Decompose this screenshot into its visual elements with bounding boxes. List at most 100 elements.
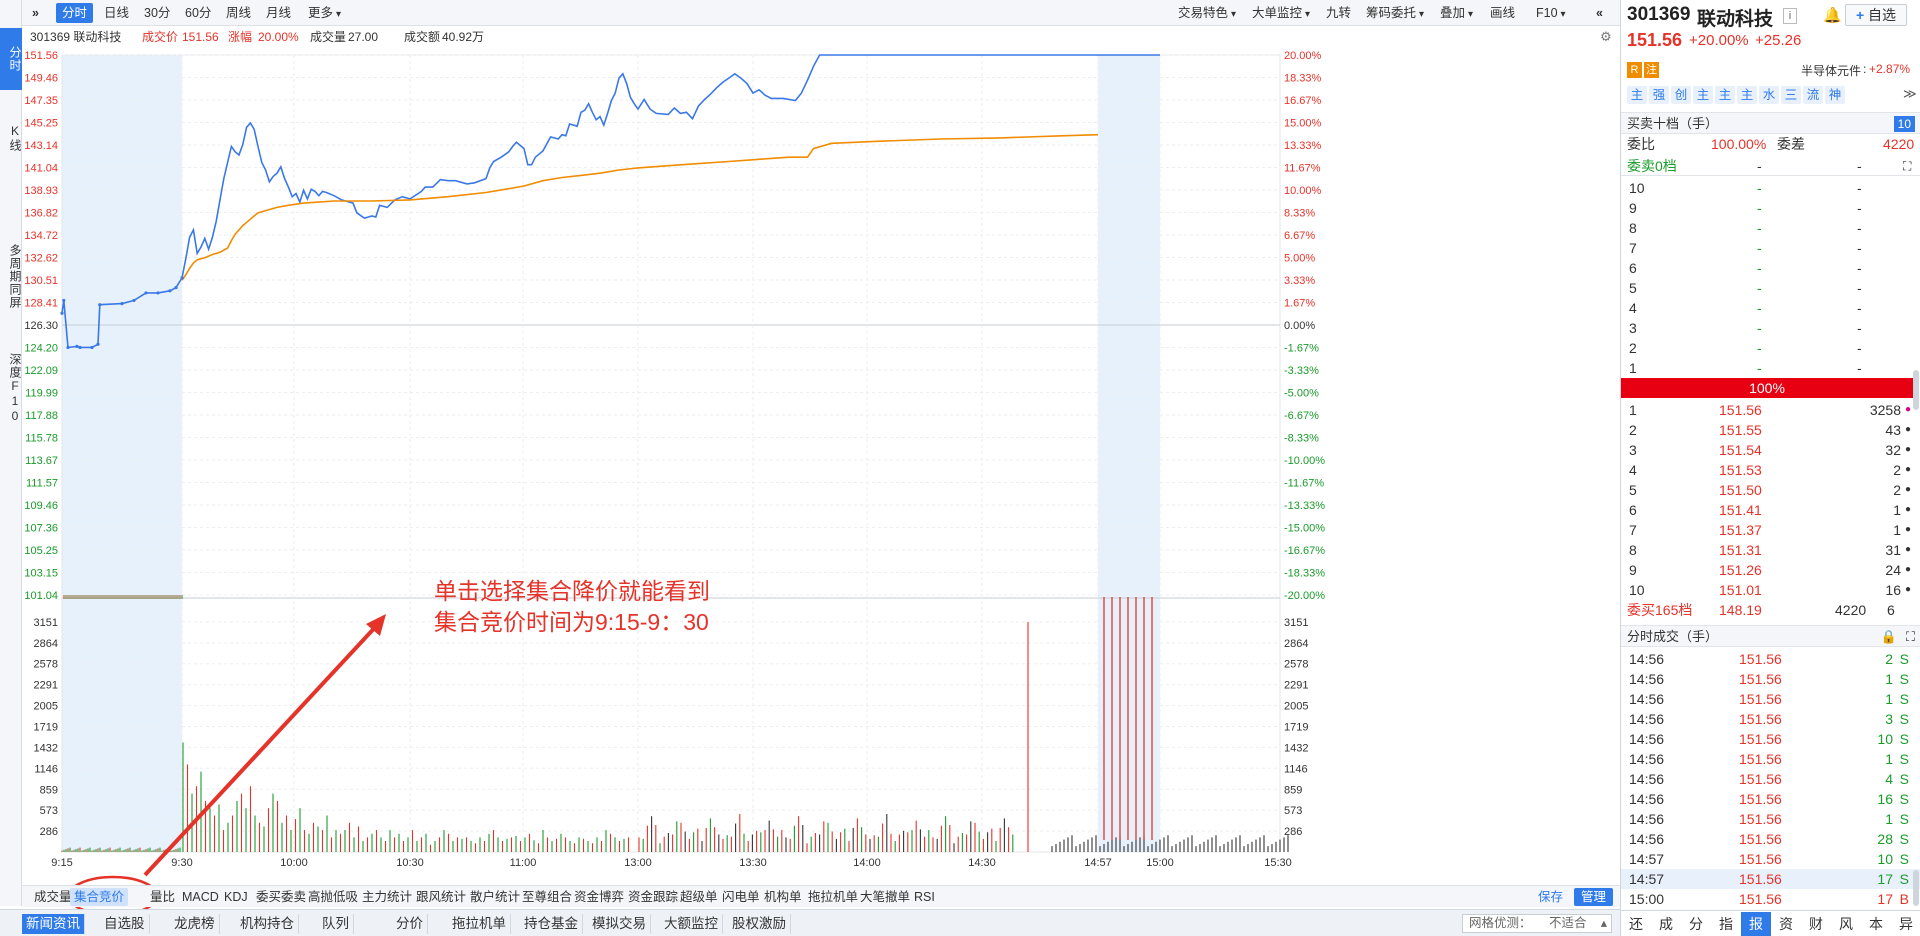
func-tab-4[interactable]: 报 (1741, 912, 1771, 936)
news-tab-5[interactable]: 分价 (392, 914, 428, 934)
trades-fullscreen-icon[interactable]: ⛶ (1905, 629, 1915, 644)
news-tab-6[interactable]: 拖拉机单 (448, 914, 511, 934)
func-tab-2[interactable]: 分 (1689, 916, 1703, 932)
feature-icon-8[interactable]: 流 (1803, 86, 1823, 104)
fullscreen-icon[interactable]: ⛶ (1903, 159, 1912, 173)
func-tab-0[interactable]: 还 (1629, 916, 1643, 932)
news-tab-4[interactable]: 队列 (318, 914, 354, 934)
chart-settings-gear-icon[interactable]: ⚙ (1600, 29, 1612, 44)
feature-icon-3[interactable]: 主 (1693, 86, 1713, 104)
indicator-tab-1[interactable]: 集合竞价 (70, 888, 129, 906)
feature-icon-2[interactable]: 创 (1671, 86, 1691, 104)
period-60m[interactable]: 60分 (185, 6, 212, 20)
news-tab-7[interactable]: 持仓基金 (520, 914, 583, 934)
indicator-tab-11[interactable]: 资金博弈 (574, 890, 625, 904)
indicator-tab-17[interactable]: 大笔撤单 (860, 890, 911, 904)
news-tab-3[interactable]: 机构持仓 (236, 914, 299, 934)
y-left-tick: 143.14 (24, 140, 58, 152)
draw-line-button[interactable]: 画线 (1490, 6, 1516, 20)
manage-button[interactable]: 管理 (1574, 888, 1614, 906)
vtab-f10[interactable]: 深度F10 (8, 352, 22, 424)
news-tab-9[interactable]: 大额监控 (660, 914, 723, 934)
trade-feature-dropdown[interactable]: 交易特色 (1172, 3, 1242, 23)
price-line (61, 54, 1160, 349)
info-icon[interactable]: i (1783, 8, 1797, 24)
trades-scrollbar[interactable] (1913, 870, 1919, 906)
indicator-tab-5[interactable]: 委买委卖 (256, 890, 307, 904)
depth-badge[interactable]: 10 (1893, 116, 1915, 132)
y-left-tick: 128.41 (24, 298, 58, 310)
indicator-tab-12[interactable]: 资金跟踪 (628, 890, 679, 904)
period-intraday[interactable]: 分时 (56, 3, 94, 23)
indicator-tab-4[interactable]: KDJ (224, 890, 248, 904)
indicator-tab-6[interactable]: 高抛低吸 (308, 890, 359, 904)
indicator-tab-7[interactable]: 主力统计 (362, 890, 413, 904)
lock-icon[interactable]: 🔒 (1880, 629, 1897, 644)
expand-icon[interactable]: » (32, 6, 39, 20)
x-tick: 14:00 (853, 857, 881, 869)
feature-icon-0[interactable]: 主 (1627, 86, 1647, 104)
vtab-intraday[interactable]: 分时 (0, 28, 22, 90)
bid-vol: 2 (1893, 482, 1901, 498)
annotation-line-2: 集合竞价时间为9:15-9：30 (434, 609, 709, 635)
big-order-monitor-dropdown[interactable]: 大单监控 (1246, 3, 1316, 23)
period-monthly[interactable]: 月线 (266, 6, 292, 20)
feature-icon-6[interactable]: 水 (1759, 86, 1779, 104)
bid-level: 4 (1629, 462, 1637, 478)
trade-side: S (1899, 731, 1909, 747)
func-tab-5[interactable]: 资 (1779, 916, 1793, 932)
func-tab-3[interactable]: 指 (1719, 916, 1733, 932)
func-tab-6[interactable]: 财 (1809, 916, 1823, 932)
period-weekly[interactable]: 周线 (226, 6, 252, 20)
y-right-tick: 10.00% (1284, 185, 1322, 197)
nine-turn-button[interactable]: 九转 (1326, 6, 1352, 20)
orderbook-scrollbar[interactable] (1913, 370, 1919, 410)
expand-features-icon[interactable]: ≫ (1903, 86, 1917, 101)
feature-icon-9[interactable]: 神 (1825, 86, 1845, 104)
func-tab-9[interactable]: 异 (1899, 916, 1913, 932)
intraday-chart[interactable]: 151.56 20.00% 149.46 18.33% 147.35 16.67% 145.… (22, 48, 1620, 884)
indicator-tab-8[interactable]: 跟风统计 (416, 890, 467, 904)
add-watchlist-button[interactable]: + 自选 (1845, 4, 1907, 26)
save-button[interactable]: 保存 (1538, 890, 1564, 904)
auction-point (120, 302, 124, 306)
vtab-multi-period[interactable]: 多周期同屏 (8, 243, 22, 309)
news-tab-2[interactable]: 龙虎榜 (170, 914, 220, 934)
indicator-tab-10[interactable]: 至尊组合 (522, 890, 573, 904)
period-daily[interactable]: 日线 (104, 6, 130, 20)
news-tab-8[interactable]: 模拟交易 (588, 914, 651, 934)
y-right-tick: 3.33% (1284, 275, 1315, 287)
overlay-dropdown[interactable]: 叠加 (1434, 3, 1479, 23)
news-tab-1[interactable]: 自选股 (100, 914, 150, 934)
grid-option-field[interactable]: 网格优测： 不适合 ▴ (1462, 914, 1612, 933)
chip-order-dropdown[interactable]: 筹码委托 (1360, 3, 1430, 23)
ask-price: - (1757, 360, 1762, 376)
collapse-icon[interactable]: « (1596, 6, 1603, 20)
vtab-kline[interactable]: K线 (8, 124, 22, 152)
indicator-tab-3[interactable]: MACD (182, 890, 219, 904)
func-tab-1[interactable]: 成 (1659, 916, 1673, 932)
tag-registered: 注 (1644, 62, 1659, 78)
f10-dropdown[interactable]: F10 (1530, 3, 1594, 23)
indicator-tab-0[interactable]: 成交量 (34, 890, 72, 904)
trade-vol: 1 (1885, 751, 1893, 767)
news-tab-0[interactable]: 新闻资讯 (22, 914, 85, 934)
indicator-tab-16[interactable]: 拖拉机单 (808, 890, 859, 904)
func-tab-7[interactable]: 风 (1839, 916, 1853, 932)
indicator-tab-13[interactable]: 超级单 (680, 890, 718, 904)
period-more-dropdown[interactable]: 更多 (302, 3, 347, 23)
feature-icon-1[interactable]: 强 (1649, 86, 1669, 104)
feature-icon-4[interactable]: 主 (1715, 86, 1735, 104)
feature-icon-7[interactable]: 三 (1781, 86, 1801, 104)
news-tab-10[interactable]: 股权激励 (728, 914, 791, 934)
func-tab-8[interactable]: 本 (1869, 916, 1883, 932)
indicator-tab-14[interactable]: 闪电单 (722, 890, 760, 904)
sector-name[interactable]: 半导体元件 (1801, 64, 1862, 78)
bell-icon[interactable]: 🔔 (1823, 7, 1842, 24)
indicator-tab-2[interactable]: 量比 (150, 890, 176, 904)
period-30m[interactable]: 30分 (144, 6, 171, 20)
feature-icon-5[interactable]: 主 (1737, 86, 1757, 104)
indicator-tab-15[interactable]: 机构单 (764, 890, 802, 904)
indicator-tab-9[interactable]: 散户统计 (470, 890, 521, 904)
indicator-tab-18[interactable]: RSI (914, 890, 935, 904)
